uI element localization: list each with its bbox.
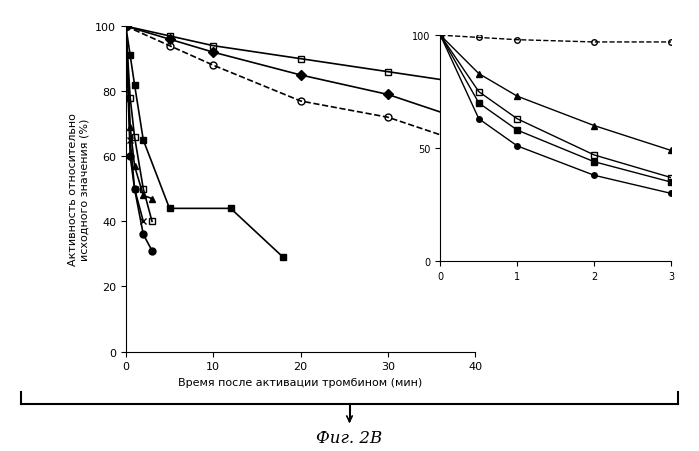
Text: Фиг. 2B: Фиг. 2B — [317, 429, 382, 446]
Y-axis label: Активность относительно
исходного значения (%): Активность относительно исходного значен… — [68, 113, 89, 266]
X-axis label: Время после активации тромбином (мин): Время после активации тромбином (мин) — [178, 377, 423, 387]
